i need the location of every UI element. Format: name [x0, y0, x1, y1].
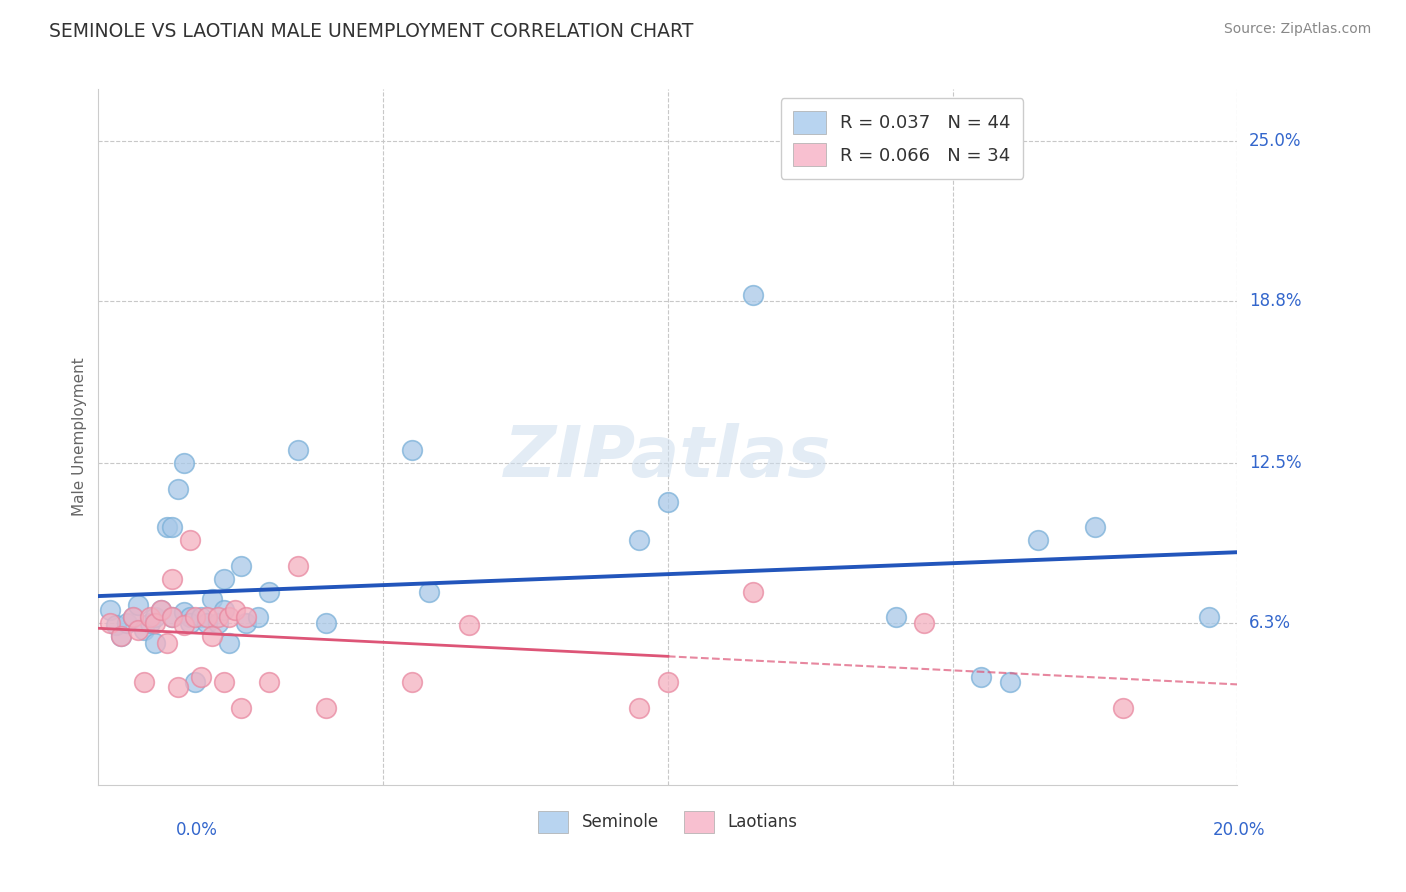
Point	[121, 610, 143, 624]
Point	[132, 674, 155, 689]
Point	[912, 615, 935, 630]
Point	[162, 610, 184, 624]
Point	[628, 700, 651, 714]
Point	[742, 584, 765, 599]
Point	[98, 603, 121, 617]
Point	[235, 615, 257, 630]
Text: SEMINOLE VS LAOTIAN MALE UNEMPLOYMENT CORRELATION CHART: SEMINOLE VS LAOTIAN MALE UNEMPLOYMENT CO…	[49, 22, 693, 41]
Text: 0.0%: 0.0%	[176, 821, 218, 838]
Point	[167, 680, 190, 694]
Point	[218, 636, 240, 650]
Point	[657, 674, 679, 689]
Point	[127, 598, 149, 612]
Point	[173, 618, 195, 632]
Text: 20.0%: 20.0%	[1213, 821, 1265, 838]
Point	[1084, 520, 1107, 534]
Point	[173, 605, 195, 619]
Point	[156, 636, 179, 650]
Point	[162, 520, 184, 534]
Text: 18.8%: 18.8%	[1249, 292, 1301, 310]
Point	[998, 674, 1021, 689]
Point	[229, 700, 252, 714]
Point	[121, 610, 143, 624]
Point	[127, 624, 149, 638]
Point	[287, 442, 309, 457]
Point	[110, 628, 132, 642]
Point	[315, 615, 337, 630]
Point	[195, 610, 218, 624]
Point	[224, 603, 246, 617]
Point	[138, 615, 160, 630]
Point	[184, 610, 207, 624]
Point	[235, 610, 257, 624]
Point	[179, 615, 201, 630]
Point	[229, 558, 252, 573]
Point	[212, 603, 235, 617]
Point	[195, 615, 218, 630]
Point	[162, 610, 184, 624]
Point	[212, 572, 235, 586]
Legend: Seminole, Laotians: Seminole, Laotians	[531, 805, 804, 839]
Point	[190, 670, 212, 684]
Point	[104, 618, 127, 632]
Point	[1112, 700, 1135, 714]
Point	[207, 610, 229, 624]
Point	[98, 615, 121, 630]
Point	[190, 610, 212, 624]
Point	[457, 618, 479, 632]
Point	[201, 628, 224, 642]
Point	[150, 603, 173, 617]
Point	[657, 494, 679, 508]
Point	[156, 520, 179, 534]
Point	[173, 456, 195, 470]
Point	[218, 610, 240, 624]
Point	[315, 700, 337, 714]
Point	[418, 584, 440, 599]
Text: ZIPatlas: ZIPatlas	[505, 424, 831, 492]
Point	[138, 610, 160, 624]
Point	[179, 533, 201, 548]
Text: 12.5%: 12.5%	[1249, 454, 1302, 472]
Point	[742, 288, 765, 302]
Point	[970, 670, 993, 684]
Point	[401, 674, 423, 689]
Point	[1198, 610, 1220, 624]
Y-axis label: Male Unemployment: Male Unemployment	[72, 358, 87, 516]
Point	[162, 572, 184, 586]
Point	[179, 610, 201, 624]
Point	[246, 610, 269, 624]
Point	[1026, 533, 1049, 548]
Point	[401, 442, 423, 457]
Point	[884, 610, 907, 624]
Point	[287, 558, 309, 573]
Point	[259, 674, 281, 689]
Text: Source: ZipAtlas.com: Source: ZipAtlas.com	[1223, 22, 1371, 37]
Text: 25.0%: 25.0%	[1249, 132, 1301, 150]
Point	[145, 636, 167, 650]
Point	[145, 610, 167, 624]
Point	[259, 584, 281, 599]
Point	[145, 615, 167, 630]
Point	[167, 482, 190, 496]
Point	[207, 615, 229, 630]
Point	[201, 592, 224, 607]
Point	[150, 603, 173, 617]
Point	[110, 628, 132, 642]
Text: 6.3%: 6.3%	[1249, 614, 1291, 632]
Point	[115, 615, 138, 630]
Point	[212, 674, 235, 689]
Point	[628, 533, 651, 548]
Point	[132, 624, 155, 638]
Point	[184, 674, 207, 689]
